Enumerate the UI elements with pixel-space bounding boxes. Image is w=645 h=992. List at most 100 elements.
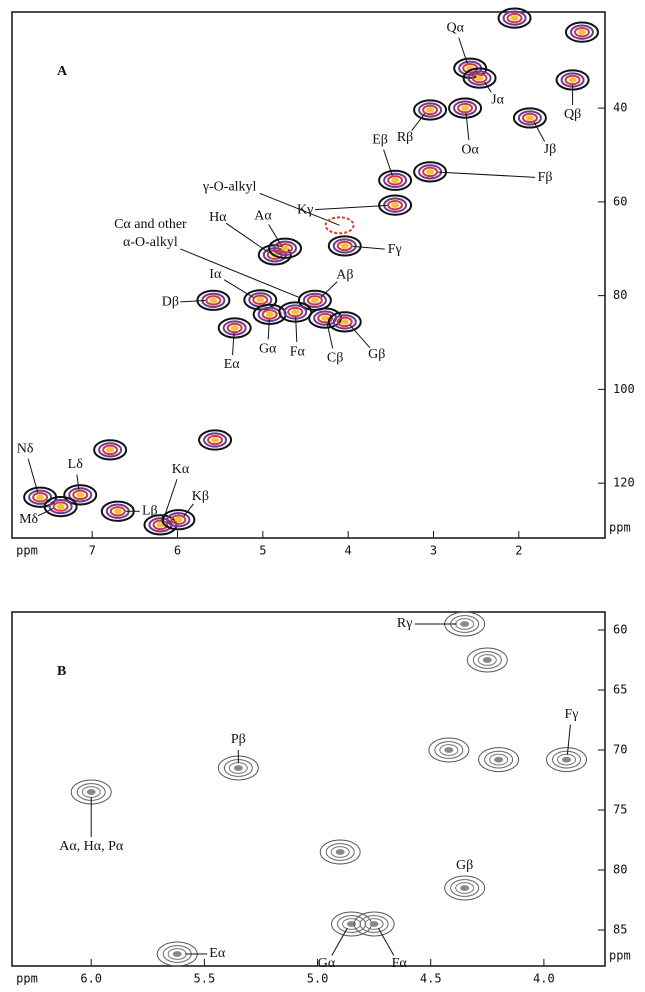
contour-peak: [226, 322, 243, 334]
x-tick-label: 3: [430, 544, 437, 558]
contour-peak: [383, 172, 408, 188]
leader-line: [349, 325, 371, 349]
peak-label: Eβ: [372, 133, 388, 148]
contour-peak: [287, 306, 304, 318]
peak-label: Rβ: [397, 130, 413, 145]
contour-peak: [525, 115, 534, 121]
x-tick-label: 6.0: [80, 972, 102, 986]
contour-peak: [494, 756, 504, 763]
leader-line: [225, 222, 269, 253]
leader-line: [533, 121, 546, 142]
contour-peak: [426, 169, 435, 175]
contour-peak: [28, 489, 53, 505]
y-axis-label: ppm: [609, 949, 631, 963]
x-axis-label: ppm: [16, 544, 38, 558]
contour-peak: [330, 846, 350, 858]
peak-label: Kα: [172, 462, 190, 477]
x-tick-label: 4.0: [533, 972, 555, 986]
contour-peak: [453, 57, 488, 79]
contour-peak: [461, 105, 470, 111]
peak-label: Kβ: [192, 489, 209, 504]
contour-peak: [56, 503, 65, 510]
peak-label: Cβ: [327, 350, 343, 365]
leader-line: [465, 113, 470, 141]
contour-peak: [482, 657, 492, 663]
y-tick-label: 40: [613, 101, 627, 115]
contour-peak: [170, 514, 187, 525]
contour-peak: [277, 243, 294, 254]
contour-peak: [281, 245, 290, 252]
leader-line: [223, 279, 254, 298]
contour-peak: [521, 112, 538, 124]
leader-line: [183, 503, 194, 517]
contour-peak: [261, 309, 278, 320]
contour-peak: [353, 911, 395, 937]
contour-peak: [109, 506, 126, 517]
contour-peak: [209, 297, 218, 304]
peak-label: Eα: [224, 357, 241, 372]
contour-peak: [387, 175, 404, 186]
contour-peak: [453, 100, 478, 116]
contour-peak: [413, 161, 448, 183]
contour-peak: [460, 621, 470, 627]
contour-peak: [256, 297, 265, 303]
annotation-text: Cα and other: [114, 217, 187, 232]
peak-label: Fγ: [388, 242, 402, 257]
panel-label: B: [57, 664, 66, 679]
contour-peak: [369, 921, 379, 927]
peak-label: Iα: [209, 267, 222, 282]
peak-label: Fβ: [538, 170, 553, 185]
contour-peak: [196, 289, 231, 311]
contour-peak: [106, 447, 115, 453]
contour-peak: [460, 885, 470, 891]
contour-peak: [217, 317, 252, 339]
contour-peak: [477, 654, 497, 666]
contour-peak: [207, 434, 224, 446]
y-tick-label: 80: [613, 288, 627, 302]
contour-peak: [174, 516, 183, 523]
contour-peak: [306, 295, 323, 306]
leader-line: [267, 319, 270, 340]
contour-peak: [444, 747, 454, 753]
leader-line: [320, 281, 338, 298]
peak-label: Gβ: [368, 347, 385, 362]
contour-peak: [422, 104, 439, 116]
contour-peak: [252, 294, 269, 306]
peak-label: Qβ: [564, 107, 581, 122]
y-tick-label: 70: [613, 743, 627, 757]
contour-peak: [230, 325, 239, 331]
contour-peak: [36, 494, 45, 501]
plot-frame: [11, 611, 606, 967]
x-tick-label: 6: [174, 544, 181, 558]
contour-peak: [475, 75, 484, 81]
leader-line: [326, 322, 334, 349]
contour-peak: [332, 314, 357, 330]
contour-peak: [203, 432, 228, 448]
contour-peak: [321, 315, 330, 321]
x-tick-label: 4: [345, 544, 352, 558]
contour-peak: [335, 849, 345, 855]
y-tick-label: 85: [613, 923, 627, 937]
contour-peak: [546, 747, 588, 773]
contour-peak: [325, 843, 355, 861]
contour-peak: [98, 442, 123, 458]
contour-peak: [48, 498, 73, 515]
annotation-leader: [180, 248, 301, 299]
peak-label: Gα: [318, 956, 336, 971]
y-axis-label: ppm: [609, 521, 631, 535]
peak-label: Qα: [446, 20, 464, 35]
leader-line: [27, 458, 39, 493]
contour-peak: [557, 753, 577, 766]
contour-peak: [364, 918, 384, 930]
peak-label: Nδ: [17, 441, 34, 456]
peak-label: Jα: [491, 92, 504, 107]
contour-peak: [243, 289, 278, 311]
contour-peak: [517, 110, 542, 126]
contour-peak: [319, 839, 361, 865]
contour-peak: [166, 512, 191, 528]
leader-line: [232, 332, 235, 356]
peak-label: Jβ: [544, 142, 557, 157]
contour-peak: [211, 437, 220, 443]
contour-peak: [32, 492, 49, 503]
contour-peak: [347, 921, 357, 927]
